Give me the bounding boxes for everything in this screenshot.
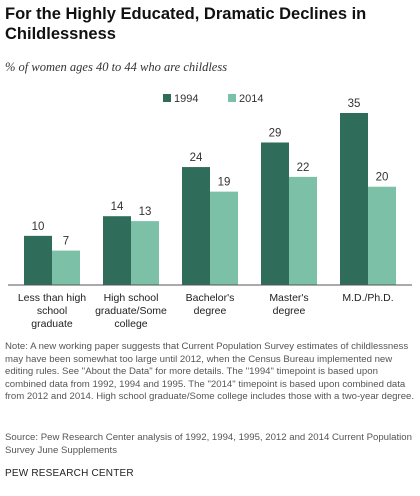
data-label-2014-0: 7 [63, 236, 69, 248]
bar-1994-1 [103, 216, 131, 285]
legend-swatch-2014 [228, 94, 236, 102]
data-label-2014-2: 19 [218, 177, 231, 189]
data-label-1994-0: 10 [32, 221, 45, 233]
chart-note: Note: A new working paper suggests that … [5, 341, 415, 403]
bar-1994-0 [24, 235, 52, 285]
category-label-0: Less than high school graduate [18, 292, 86, 330]
legend-swatch-1994 [163, 94, 171, 102]
bar-2014-1 [131, 221, 159, 285]
bar-2014-4 [368, 186, 396, 285]
bar-1994-3 [261, 142, 289, 285]
data-label-2014-4: 20 [376, 172, 389, 184]
data-label-1994-2: 24 [190, 152, 203, 164]
chart-source: Source: Pew Research Center analysis of … [5, 432, 412, 456]
bar-2014-3 [289, 176, 317, 285]
data-label-2014-3: 22 [297, 162, 310, 174]
bar-1994-2 [182, 167, 210, 285]
category-label-1: High school graduate/Some college [95, 292, 167, 330]
category-label-4: M.D./Ph.D. [342, 292, 393, 304]
data-label-1994-3: 29 [269, 127, 282, 139]
legend-label-1994: 1994 [174, 93, 198, 105]
category-label-3: Master's degree [269, 292, 308, 317]
legend-label-2014: 2014 [239, 93, 263, 105]
data-label-1994-4: 35 [348, 98, 361, 110]
bar-1994-4 [340, 113, 368, 285]
chart-title: For the Highly Educated, Dramatic Declin… [5, 5, 367, 43]
chart-subtitle: % of women ages 40 to 44 who are childle… [5, 60, 228, 74]
bar-2014-2 [210, 191, 238, 285]
data-label-1994-1: 14 [111, 201, 124, 213]
bar-2014-0 [52, 250, 80, 285]
category-label-2: Bachelor's degree [186, 292, 235, 317]
organization-name: PEW RESEARCH CENTER [5, 468, 134, 479]
data-label-2014-1: 13 [139, 206, 152, 218]
